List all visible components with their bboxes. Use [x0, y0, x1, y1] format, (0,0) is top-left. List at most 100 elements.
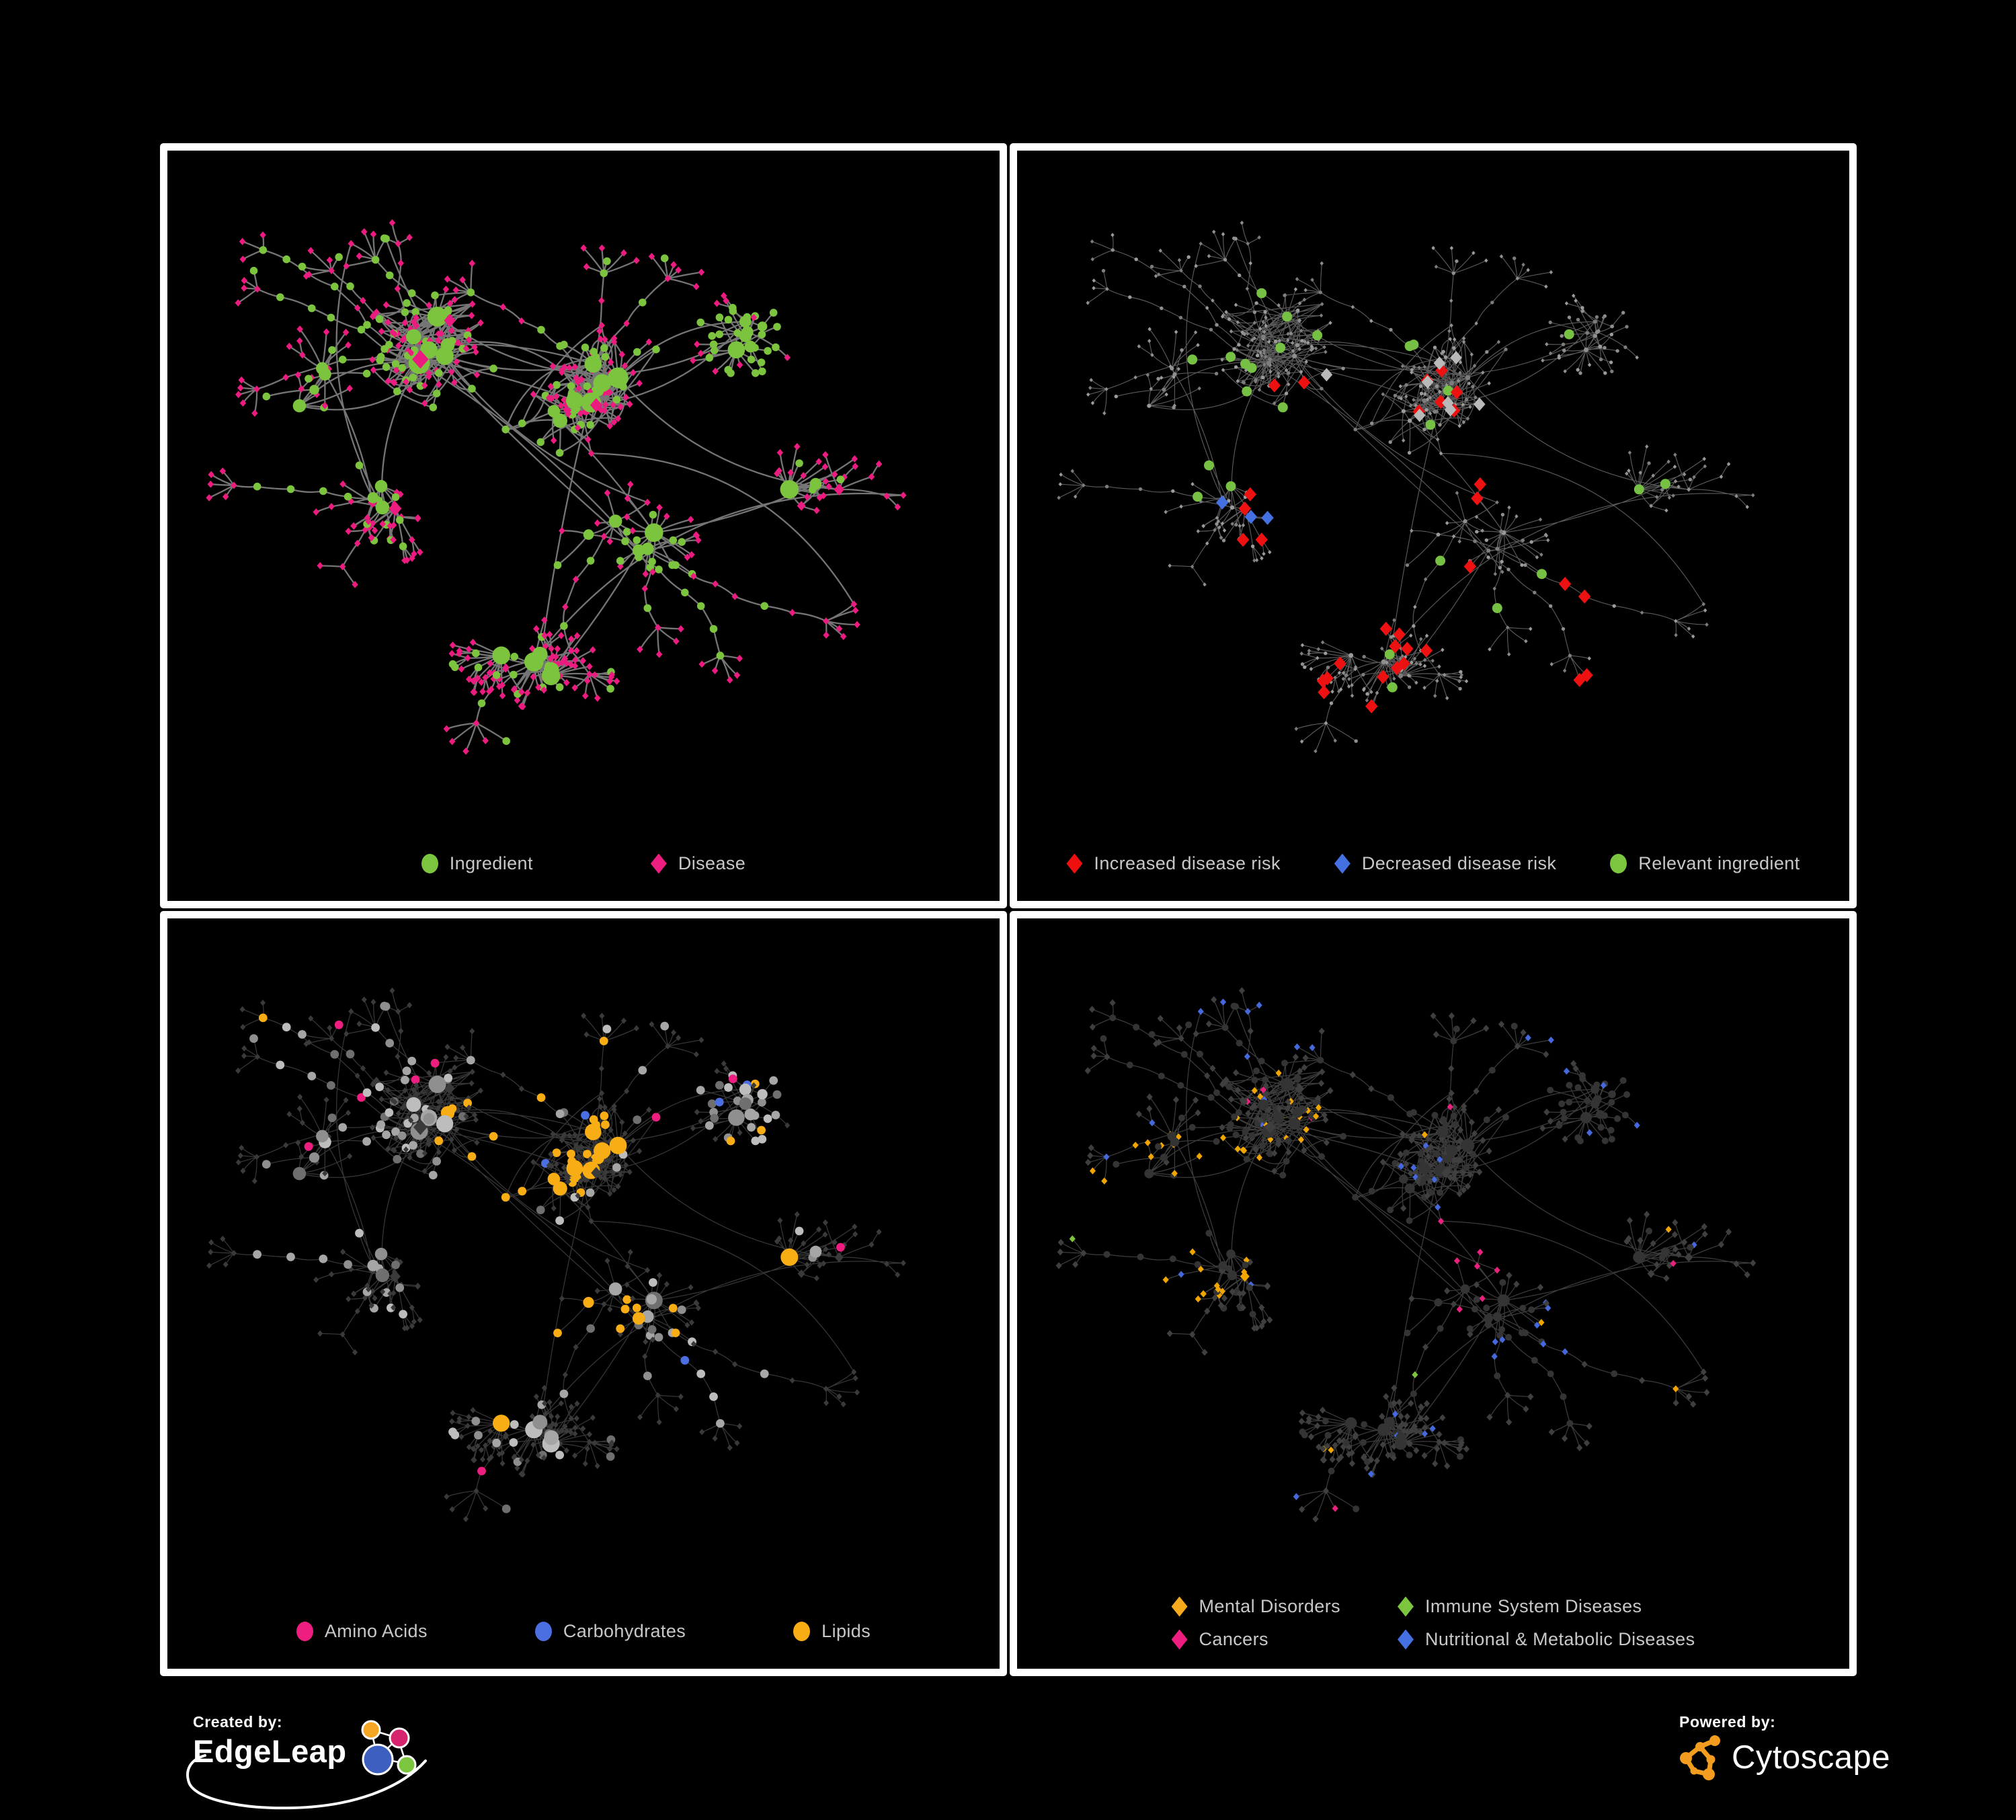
ingredient-node: [716, 1419, 725, 1428]
disease-node: [530, 1158, 536, 1165]
ingredient-node: [1510, 1023, 1518, 1030]
disease-node: [868, 473, 875, 481]
disease-node: [389, 501, 402, 516]
disease-node: [1414, 1178, 1421, 1185]
disease-node: [1329, 1456, 1336, 1463]
ingredient-node: [544, 1430, 559, 1446]
disease-node: [1092, 278, 1096, 283]
disease-node: [1474, 321, 1478, 326]
disease-node: [1674, 619, 1678, 623]
disease-node: [1254, 379, 1258, 384]
disease-node: [1385, 1452, 1392, 1459]
disease-node: [1500, 569, 1504, 574]
ingredient-node: [434, 369, 443, 377]
disease-node: [554, 645, 561, 653]
disease-node: [575, 1192, 581, 1199]
ingredient-node: [407, 1056, 417, 1066]
ingredient-node: [769, 1076, 778, 1085]
disease-node: [323, 1097, 329, 1103]
ingredient-node: [411, 1075, 420, 1084]
disease-node: [586, 1431, 592, 1437]
disease-node: [477, 1087, 483, 1094]
ingredient-node: [292, 1166, 307, 1181]
disease-node: [1413, 1447, 1420, 1454]
disease-node: [413, 1091, 419, 1097]
ingredient-node: [1522, 1329, 1529, 1337]
ingredient-node: [474, 1431, 483, 1440]
disease-node: [541, 1384, 547, 1391]
ingredient-node: [1387, 682, 1398, 693]
ingredient-node: [1213, 1089, 1220, 1097]
disease-node: [378, 327, 385, 335]
disease-node: [776, 448, 784, 457]
disease-node: [1443, 672, 1447, 677]
legend-diamond-icon: [1334, 853, 1350, 874]
disease-node: [393, 1135, 399, 1142]
disease-node: [851, 455, 858, 463]
disease-node: [548, 395, 555, 403]
disease-node: [354, 1072, 360, 1079]
disease-node: [852, 463, 858, 470]
disease-node: [610, 338, 618, 346]
ingredient-node: [1147, 403, 1152, 408]
disease-node: [1211, 1294, 1218, 1302]
disease-node: [1493, 571, 1497, 576]
disease-node: [1446, 1095, 1453, 1103]
disease-node: [1257, 1093, 1264, 1101]
ingredient-node: [757, 358, 766, 366]
disease-node: [1672, 1399, 1679, 1407]
disease-node: [1673, 479, 1678, 483]
disease-node: [1400, 1427, 1407, 1435]
disease-node: [347, 1153, 353, 1160]
ingredient-node: [1194, 1261, 1201, 1268]
disease-node: [368, 1302, 374, 1309]
disease-node: [1745, 504, 1749, 510]
disease-node: [1353, 665, 1358, 670]
ingredient-node: [1435, 555, 1446, 566]
disease-node: [322, 1170, 328, 1177]
ingredient-node: [609, 1136, 627, 1154]
disease-node: [572, 1430, 578, 1437]
disease-node: [1701, 1223, 1707, 1230]
ingredient-node: [1621, 1111, 1629, 1119]
ingredient-node: [1178, 315, 1183, 320]
ingredient-node: [1246, 1284, 1253, 1292]
disease-node: [1445, 520, 1449, 526]
disease-node: [1200, 1290, 1207, 1298]
disease-node: [483, 1442, 489, 1449]
disease-node: [584, 1446, 590, 1452]
disease-node: [1340, 1443, 1346, 1450]
disease-node: [1456, 1446, 1463, 1453]
disease-node: [688, 1319, 694, 1326]
disease-node: [1424, 633, 1429, 638]
disease-node: [1295, 277, 1299, 282]
ingredient-node: [328, 346, 336, 354]
ingredient-node: [747, 1123, 756, 1132]
disease-node: [466, 675, 473, 683]
ingredient-node: [1248, 1132, 1256, 1140]
disease-node: [1436, 437, 1440, 442]
ingredient-node: [1418, 384, 1423, 388]
legend-item-label: Lipids: [821, 1621, 871, 1641]
ingredient-node: [771, 1111, 780, 1119]
disease-node: [698, 660, 705, 668]
ingredient-node: [355, 461, 364, 469]
disease-node: [402, 1103, 408, 1109]
disease-node: [1320, 302, 1324, 307]
ingredient-node: [1242, 1261, 1249, 1269]
disease-node: [1244, 1053, 1250, 1060]
disease-node: [602, 1169, 608, 1176]
disease-node: [378, 1096, 385, 1103]
disease-node: [1316, 647, 1320, 651]
ingredient-node: [567, 1149, 575, 1158]
disease-node: [1682, 472, 1687, 477]
ingredient-node: [1419, 391, 1424, 395]
disease-node: [524, 1458, 530, 1464]
disease-node: [750, 313, 758, 321]
disease-node: [394, 285, 401, 292]
disease-node: [1406, 673, 1411, 678]
disease-node: [239, 255, 246, 263]
disease-node: [482, 737, 489, 744]
disease-node: [776, 467, 782, 475]
disease-node: [460, 1044, 466, 1051]
